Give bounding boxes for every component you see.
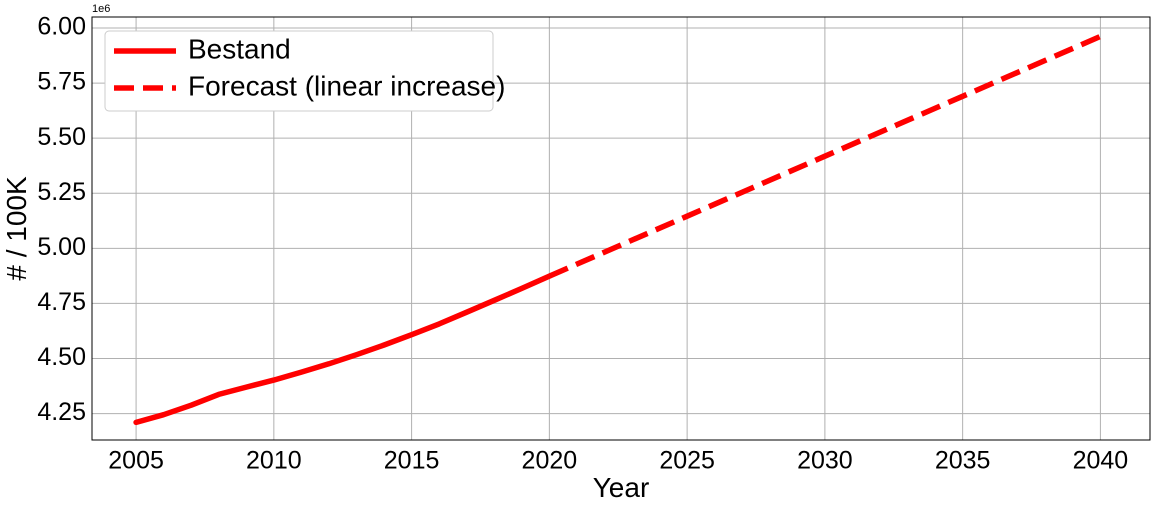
- x-tick-label: 2025: [659, 447, 715, 475]
- axis-ticks: 2005 2010 2015 2020 2025 2030 2035 2040 4.25 4.50…: [37, 13, 1128, 475]
- legend: Bestand Forecast (linear increase): [104, 30, 505, 112]
- y-tick-label: 4.50: [37, 343, 86, 371]
- plot-frame: [91, 16, 1151, 441]
- x-tick-label: 2015: [384, 447, 440, 475]
- x-axis-label: Year: [593, 472, 650, 503]
- y-tick-label: 4.75: [37, 288, 86, 316]
- x-tick-label: 2020: [522, 447, 578, 475]
- series-line-forecast: [548, 33, 1102, 279]
- grid-lines: [92, 17, 1150, 440]
- y-offset-label: 1e6: [92, 3, 110, 15]
- x-tick-label: 2035: [935, 447, 991, 475]
- y-tick-label: 4.25: [37, 398, 86, 426]
- series-line-bestand: [133, 273, 553, 426]
- series-lines: [133, 33, 1102, 426]
- y-tick-label: 5.50: [37, 123, 86, 151]
- y-axis-label: # / 100K: [1, 176, 32, 281]
- y-tick-label: 6.00: [37, 13, 86, 41]
- x-tick-label: 2010: [246, 447, 302, 475]
- y-tick-label: 5.75: [37, 68, 86, 96]
- x-tick-label: 2040: [1073, 447, 1129, 475]
- x-tick-label: 2030: [797, 447, 853, 475]
- y-tick-label: 5.00: [37, 233, 86, 261]
- x-tick-label: 2005: [108, 447, 164, 475]
- legend-label-bestand: Bestand: [188, 33, 291, 64]
- legend-label-forecast: Forecast (linear increase): [188, 70, 505, 101]
- y-tick-label: 5.25: [37, 178, 86, 206]
- legend-box: [104, 30, 494, 112]
